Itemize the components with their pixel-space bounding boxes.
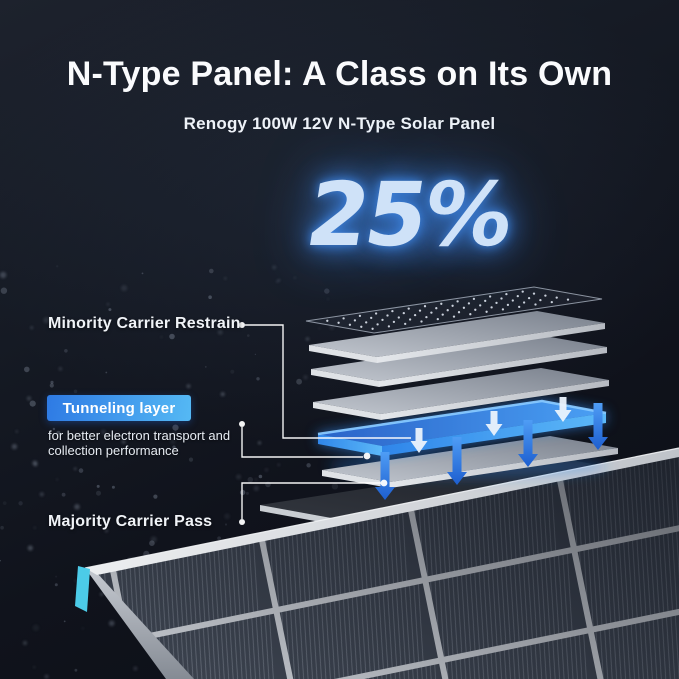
connector-dot: [380, 479, 388, 487]
down-arrow-icon: [485, 411, 503, 436]
down-arrow-icon: [375, 452, 395, 500]
cell-layer-3: [313, 368, 609, 420]
down-arrow-icon: [554, 397, 572, 422]
cell-layer-1: [309, 311, 605, 363]
connector-dot: [239, 519, 245, 525]
panel-frame-edge: [85, 448, 679, 575]
connector-dot: [239, 322, 245, 328]
down-arrow-icon: [518, 420, 538, 467]
leader-minority: [239, 322, 411, 439]
glass-sheet-layer: [305, 286, 603, 334]
cyan-corner-accent: [75, 566, 90, 612]
leader-tunneling: [239, 421, 371, 460]
white-down-arrows: [410, 397, 572, 453]
leader-majority: [239, 479, 388, 525]
solar-panel: [75, 447, 679, 679]
blue-down-arrows: [375, 403, 608, 500]
leader-lines: [239, 322, 411, 525]
down-arrow-icon: [588, 403, 608, 450]
down-arrow-icon: [410, 428, 428, 453]
connector-dot: [363, 452, 371, 460]
connector-dot: [239, 421, 245, 427]
cell-layer-2: [311, 335, 607, 387]
down-arrow-icon: [447, 437, 467, 485]
